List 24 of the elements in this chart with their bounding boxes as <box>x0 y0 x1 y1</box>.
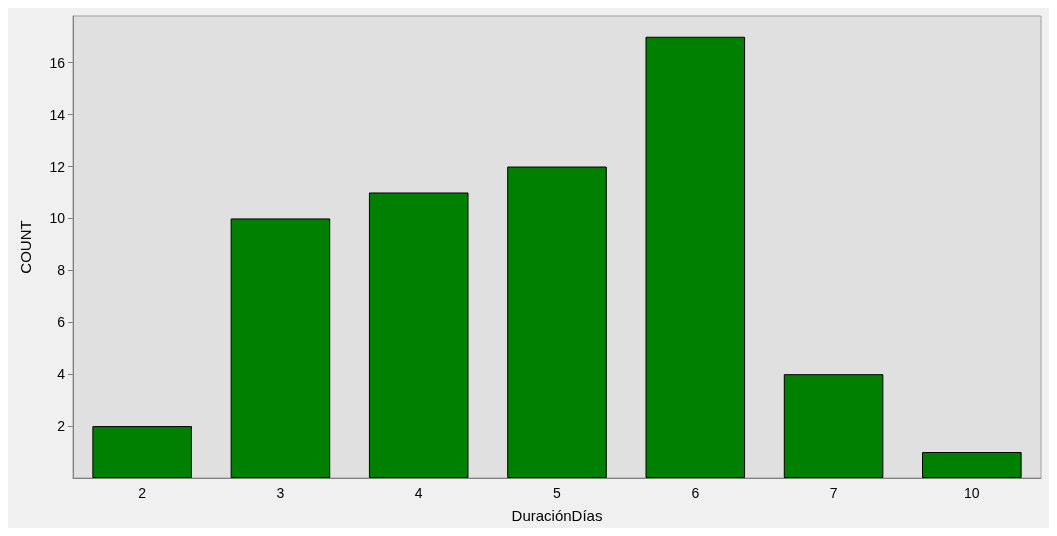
x-tick-label: 5 <box>553 485 562 501</box>
x-tick-label: 3 <box>276 485 285 501</box>
x-tick-label: 7 <box>829 485 838 501</box>
y-tick-label: 6 <box>57 314 66 331</box>
bar <box>922 452 1022 478</box>
y-tick-label: 4 <box>57 366 66 383</box>
x-tick-label: 4 <box>414 485 423 501</box>
bar <box>507 166 607 478</box>
y-tick-label: 8 <box>57 262 66 279</box>
bar <box>230 218 331 478</box>
y-axis-title: COUNT <box>17 220 34 274</box>
bar <box>783 374 884 478</box>
x-tick-label: 10 <box>964 485 980 501</box>
x-tick-label: 2 <box>138 485 147 501</box>
bar <box>368 192 469 478</box>
bar <box>92 426 192 478</box>
y-tick-label: 12 <box>49 158 66 175</box>
y-tick-label: 14 <box>49 106 66 123</box>
y-tick-label: 2 <box>57 418 66 435</box>
x-tick-label: 6 <box>691 485 700 501</box>
bar <box>645 36 746 478</box>
y-tick-label: 16 <box>49 54 66 71</box>
y-tick-label: 10 <box>49 210 66 227</box>
x-axis-title: DuraciónDías <box>511 507 603 524</box>
